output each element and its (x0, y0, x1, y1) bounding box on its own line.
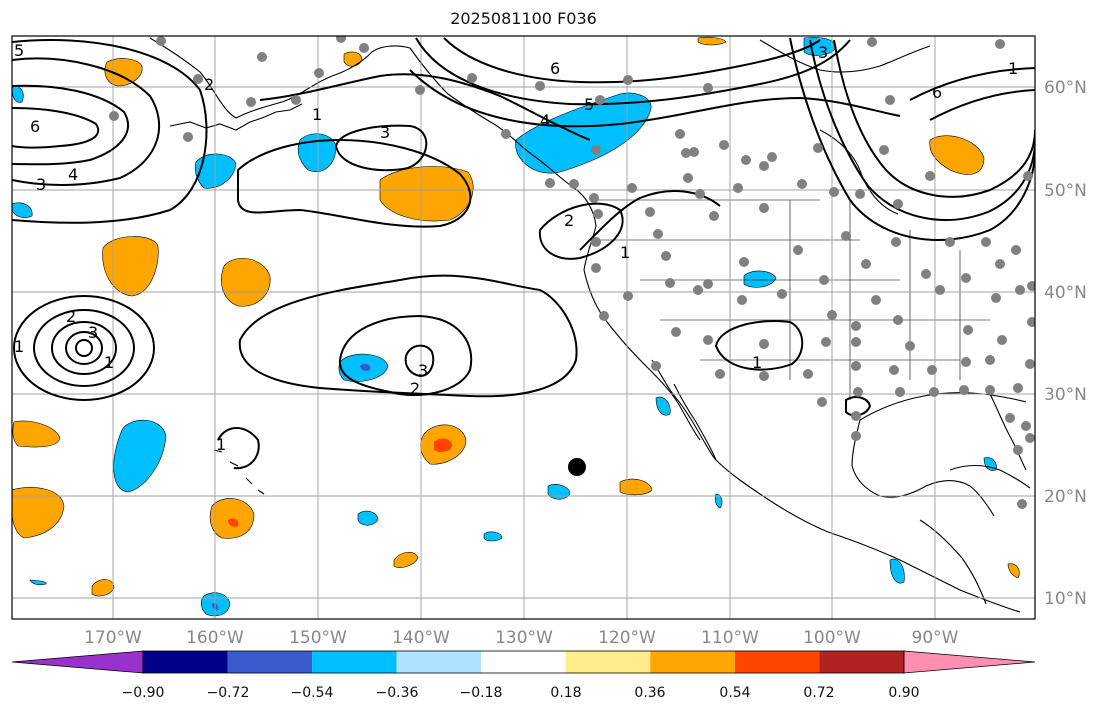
contour-layer (12, 37, 1035, 470)
west-coast-coastline (493, 123, 701, 441)
negative-anomaly-patch (297, 133, 337, 172)
contour-label: 4 (68, 165, 78, 184)
contour-label: 1 (1008, 59, 1018, 78)
contour-label: 6 (550, 59, 560, 78)
contour-label: 1 (752, 353, 762, 372)
contour-label: 3 (88, 323, 98, 342)
positive-anomaly-patch (12, 420, 61, 448)
negative-anomaly-patch (357, 510, 379, 526)
negative-anomaly-patch (194, 153, 237, 189)
lon-label: 160°W (186, 628, 244, 648)
positive-anomaly-patch (12, 487, 65, 539)
positive-anomaly-patch (393, 551, 419, 568)
negative-anomaly-patch (483, 531, 503, 542)
gulf-coastline (851, 419, 995, 517)
contour-label: 3 (36, 175, 46, 194)
colorbar-segment (312, 651, 397, 673)
colorbar-segment (481, 651, 566, 673)
lon-label: 130°W (495, 628, 553, 648)
colorbar-tick-label: 0.54 (719, 685, 750, 701)
colorbar-segment (396, 651, 482, 673)
contour-label: 2 (564, 211, 574, 230)
lat-label: 30°N (1044, 385, 1087, 405)
colorbar-segment (227, 651, 313, 673)
lon-label: 170°W (84, 628, 142, 648)
colorbar-labels: −0.90 −0.72 −0.54 −0.36 −0.18 0.18 0.36 … (122, 685, 920, 701)
contour-label: 5 (584, 95, 594, 114)
contour-label: 4 (540, 111, 550, 130)
contour-label: 2 (204, 75, 214, 94)
contour-label: 1 (620, 243, 630, 262)
positive-anomaly-patch (697, 36, 727, 46)
colorbar-tick-label: −0.90 (122, 685, 165, 701)
lat-label: 20°N (1044, 487, 1087, 507)
contour-label: 2 (410, 379, 420, 398)
contour-label: 3 (380, 123, 390, 142)
colorbar-segment (819, 651, 904, 673)
lat-label: 60°N (1044, 78, 1087, 98)
negative-anomaly-patch (29, 579, 47, 586)
colorbar-tick-label: 0.72 (803, 685, 834, 701)
colorbar-segment (565, 651, 651, 673)
contour-labels: 5 6 3 4 2 1 1 3 6 5 4 3 2 1 1 2 3 1 6 3 … (14, 41, 1018, 454)
lon-label: 100°W (803, 628, 861, 648)
colorbar-extend-high (903, 650, 1036, 674)
negative-anomaly-patch (547, 484, 571, 500)
negative-anomaly-patch (12, 202, 33, 218)
contour-label: 1 (104, 353, 114, 372)
latitude-labels: 60°N 50°N 40°N 30°N 20°N 10°N (1044, 78, 1087, 609)
colorbar (11, 650, 1036, 674)
negative-anomaly-patch (655, 396, 671, 416)
colorbar-segment (650, 651, 735, 673)
colorbar-tick-label: 0.18 (550, 685, 581, 701)
colorbar-tick-label: −0.54 (291, 685, 334, 701)
colorbar-segment (143, 651, 228, 673)
map-title: 2025081100 F036 (450, 9, 597, 28)
contour-label: 1 (312, 105, 322, 124)
contour-label: 3 (818, 43, 828, 62)
positive-anomaly-patch (102, 236, 159, 297)
colorbar-segment (734, 651, 820, 673)
positive-anomaly-patch (221, 258, 271, 307)
station-layer (109, 36, 1035, 509)
anomaly-fill-layer (12, 36, 1020, 617)
lon-label: 150°W (289, 628, 347, 648)
contour-label: 6 (30, 117, 40, 136)
colorbar-tick-label: −0.18 (460, 685, 503, 701)
lat-label: 50°N (1044, 181, 1087, 201)
contour-label: 6 (932, 83, 942, 102)
lon-label: 90°W (912, 628, 959, 648)
plot-background (12, 36, 1035, 619)
contour-label: 5 (14, 41, 24, 60)
contour-label: 1 (216, 435, 226, 454)
positive-anomaly-patch (619, 478, 653, 496)
longitude-labels: 170°W 160°W 150°W 140°W 130°W 120°W 110°… (84, 628, 959, 648)
lat-label: 40°N (1044, 283, 1087, 303)
negative-anomaly-patch (743, 270, 777, 288)
negative-anomaly-patch (889, 558, 905, 584)
colorbar-extend-low (11, 650, 144, 674)
negative-anomaly-patch (515, 92, 652, 174)
colorbar-tick-label: 0.36 (634, 685, 665, 701)
contour-label: 1 (14, 337, 24, 356)
positive-anomaly-patch (929, 135, 985, 175)
lat-label: 10°N (1044, 589, 1087, 609)
lon-label: 120°W (598, 628, 656, 648)
plot-frame (11, 35, 1036, 620)
colorbar-tick-label: −0.36 (376, 685, 419, 701)
positive-anomaly-patch (104, 58, 143, 87)
contour-label: 3 (418, 361, 428, 380)
positive-anomaly-patch (1007, 563, 1020, 579)
colorbar-tick-label: −0.72 (207, 685, 250, 701)
colorbar-frame (142, 650, 905, 674)
lon-label: 110°W (701, 628, 759, 648)
colorbar-tick-label: 0.90 (888, 685, 919, 701)
forecast-point-marker (568, 458, 586, 476)
positive-anomaly-patch (91, 579, 115, 597)
contour-label: 2 (66, 307, 76, 326)
negative-anomaly-patch (113, 419, 167, 493)
lon-label: 140°W (392, 628, 450, 648)
